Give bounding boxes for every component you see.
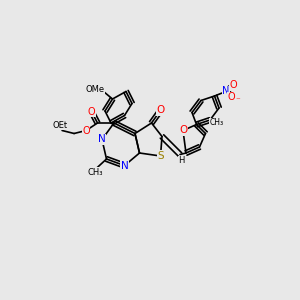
Text: O: O — [230, 80, 237, 91]
Text: N: N — [222, 86, 230, 97]
Text: O: O — [156, 105, 165, 116]
Text: H: H — [178, 156, 185, 165]
Text: N: N — [121, 160, 128, 171]
Text: S: S — [157, 151, 164, 161]
Text: CH₃: CH₃ — [87, 168, 103, 177]
Text: OMe: OMe — [85, 85, 105, 94]
Text: O: O — [82, 125, 90, 136]
Text: ⁻: ⁻ — [235, 96, 240, 105]
Text: O: O — [227, 92, 235, 103]
Text: OEt: OEt — [52, 121, 67, 130]
Text: N: N — [98, 134, 106, 145]
Text: O: O — [88, 106, 95, 117]
Text: CH₃: CH₃ — [209, 118, 224, 127]
Text: O: O — [179, 125, 187, 136]
